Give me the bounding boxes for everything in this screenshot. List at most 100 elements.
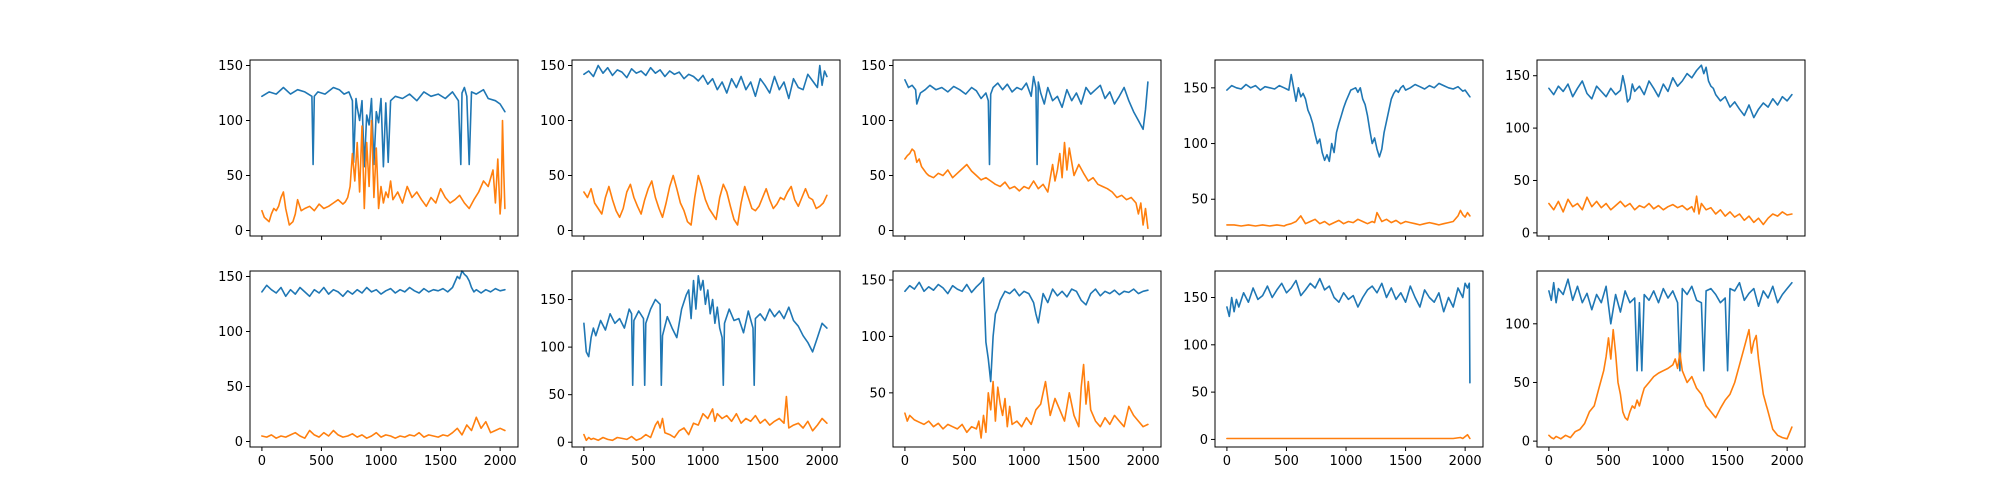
x-tick-label: 500 — [1274, 454, 1299, 469]
y-tick-label: 100 — [218, 114, 243, 129]
x-tick-label: 1500 — [1389, 454, 1422, 469]
series-line-orange — [1548, 195, 1793, 226]
series-line-orange — [583, 174, 828, 226]
series-line-orange — [1226, 209, 1471, 227]
y-tick-label: 0 — [235, 435, 243, 450]
subplot-8: 0 500 1000 1500 2000 50 100 150 — [861, 270, 1162, 469]
subplot-9: 0 500 1000 1500 2000 0 50 100 150 — [1183, 270, 1484, 469]
y-tick-label: 50 — [869, 169, 886, 184]
y-tick-label: 100 — [540, 114, 565, 129]
series-line-blue — [261, 86, 506, 168]
series-line-orange — [261, 416, 506, 440]
series-line-orange — [261, 119, 506, 226]
axes-frame — [892, 270, 1162, 448]
x-tick-label: 1000 — [1007, 454, 1040, 469]
x-tick-label: 0 — [1545, 454, 1553, 469]
y-tick-label: 50 — [869, 386, 886, 401]
series-line-orange — [1226, 433, 1471, 440]
x-tick-label: 500 — [1596, 454, 1621, 469]
series-line-orange — [583, 395, 828, 442]
y-tick-label: 0 — [1522, 435, 1530, 450]
y-tick-label: 50 — [226, 169, 243, 184]
series-line-blue — [1548, 64, 1793, 119]
x-tick-label: 0 — [1223, 454, 1231, 469]
y-tick-label: 100 — [1183, 338, 1208, 353]
x-tick-label: 2000 — [806, 454, 839, 469]
subplot-1: 0 50 100 150 — [218, 59, 519, 240]
axes-frame — [249, 59, 519, 237]
subplot-2: 0 50 100 150 — [540, 59, 841, 240]
y-tick-label: 0 — [878, 224, 886, 239]
x-tick-label: 1000 — [1651, 454, 1684, 469]
subplot-7: 0 500 1000 1500 2000 0 50 100 150 — [540, 270, 841, 469]
x-tick-label: 2000 — [1449, 454, 1482, 469]
x-tick-label: 2000 — [484, 454, 517, 469]
series-line-orange — [904, 363, 1149, 439]
y-tick-label: 0 — [235, 224, 243, 239]
y-tick-label: 150 — [1183, 291, 1208, 306]
y-tick-label: 100 — [861, 114, 886, 129]
series-line-orange — [1548, 328, 1793, 440]
series-line-orange — [904, 141, 1149, 230]
axes-frame — [1536, 270, 1806, 448]
x-tick-label: 1500 — [746, 454, 779, 469]
y-tick-label: 0 — [1200, 433, 1208, 448]
subplot-5: 0 50 100 150 — [1505, 59, 1806, 241]
x-tick-label: 1000 — [686, 454, 719, 469]
y-tick-label: 50 — [1191, 193, 1208, 208]
axes-frame — [249, 270, 519, 448]
y-tick-label: 100 — [218, 325, 243, 340]
subplot-3: 0 50 100 150 — [861, 59, 1162, 240]
axes-frame — [1214, 59, 1484, 237]
y-tick-label: 150 — [540, 59, 565, 74]
subplot-4: 50 100 150 — [1183, 59, 1484, 240]
axes-frame — [571, 270, 841, 448]
series-line-blue — [261, 270, 506, 298]
axes-frame — [571, 59, 841, 237]
x-tick-label: 500 — [631, 454, 656, 469]
series-line-blue — [904, 75, 1149, 166]
y-tick-label: 50 — [1191, 386, 1208, 401]
y-tick-label: 150 — [1183, 81, 1208, 96]
y-tick-label: 150 — [540, 293, 565, 308]
axes-frame — [892, 59, 1162, 237]
x-tick-label: 0 — [258, 454, 266, 469]
subplot-6: 0 500 1000 1500 2000 0 50 100 150 — [218, 270, 519, 469]
x-tick-label: 0 — [580, 454, 588, 469]
y-tick-label: 50 — [1513, 376, 1530, 391]
x-tick-label: 2000 — [1127, 454, 1160, 469]
x-tick-label: 1000 — [364, 454, 397, 469]
series-line-blue — [1226, 277, 1471, 384]
y-tick-label: 0 — [557, 224, 565, 239]
x-tick-label: 0 — [901, 454, 909, 469]
y-tick-label: 0 — [557, 436, 565, 451]
y-tick-label: 100 — [1505, 122, 1530, 137]
x-tick-label: 1500 — [1067, 454, 1100, 469]
y-tick-label: 50 — [1513, 174, 1530, 189]
y-tick-label: 100 — [861, 330, 886, 345]
y-tick-label: 50 — [226, 380, 243, 395]
y-tick-label: 50 — [548, 169, 565, 184]
series-line-blue — [1548, 278, 1793, 372]
y-tick-label: 100 — [540, 341, 565, 356]
x-tick-label: 1500 — [1711, 454, 1744, 469]
x-tick-label: 500 — [952, 454, 977, 469]
y-tick-label: 100 — [1505, 317, 1530, 332]
y-tick-label: 100 — [1183, 137, 1208, 152]
series-line-blue — [904, 276, 1149, 383]
y-tick-label: 150 — [861, 59, 886, 74]
x-tick-label: 1000 — [1329, 454, 1362, 469]
subplot-10: 0 500 1000 1500 2000 0 50 100 — [1505, 270, 1806, 469]
y-tick-label: 0 — [1522, 226, 1530, 241]
x-tick-label: 500 — [309, 454, 334, 469]
series-line-blue — [583, 274, 828, 387]
y-tick-label: 150 — [218, 270, 243, 285]
series-line-blue — [1226, 73, 1471, 163]
y-tick-label: 50 — [548, 388, 565, 403]
axes-frame — [1536, 59, 1806, 237]
axes-frame — [1214, 270, 1484, 448]
y-tick-label: 150 — [1505, 69, 1530, 84]
x-tick-label: 1500 — [424, 454, 457, 469]
x-tick-label: 2000 — [1771, 454, 1804, 469]
